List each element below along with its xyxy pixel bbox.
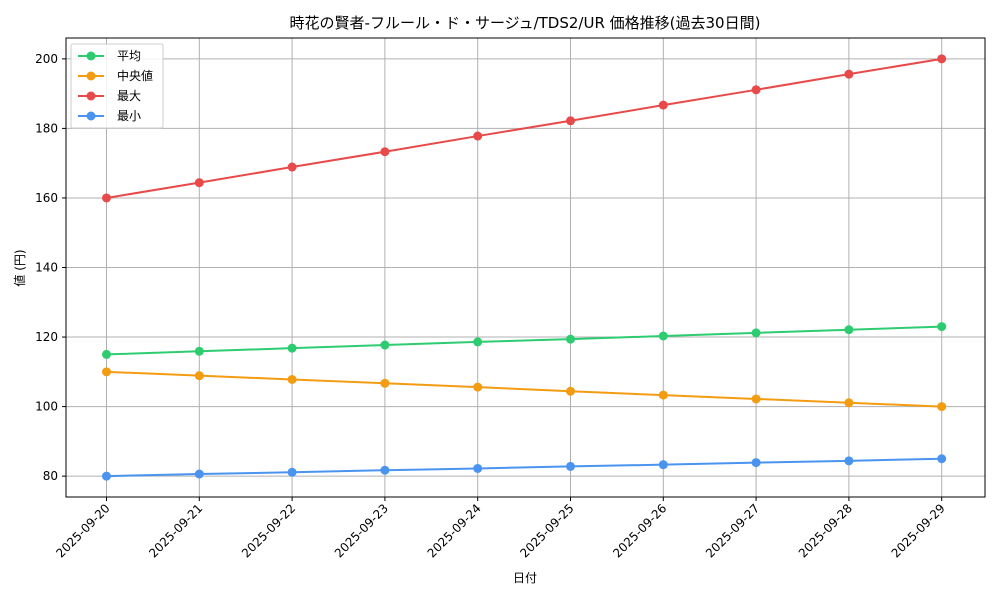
x-tick-label: 2025-09-24 xyxy=(425,501,484,560)
y-tick-label: 140 xyxy=(35,261,58,275)
data-point xyxy=(844,325,854,335)
x-tick-label: 2025-09-26 xyxy=(610,501,669,560)
data-point xyxy=(658,390,668,400)
data-point xyxy=(658,460,668,470)
data-point xyxy=(658,100,668,110)
data-point xyxy=(937,454,947,464)
x-axis-ticks: 2025-09-20 2025-09-21 2025-09-22 2025-09-23… xyxy=(53,497,948,560)
data-point xyxy=(844,398,854,408)
data-point xyxy=(566,116,575,126)
y-tick-label: 200 xyxy=(35,52,58,66)
data-point xyxy=(287,467,297,477)
chart-title: 時花の賢者-フルール・ド・サージュ/TDS2/UR 価格推移(過去30日間) xyxy=(290,14,761,32)
data-point xyxy=(380,465,390,475)
series-1 xyxy=(102,367,947,412)
data-point xyxy=(658,331,668,341)
data-point xyxy=(102,193,111,203)
y-axis-label: 値 (円) xyxy=(12,249,27,286)
y-axis-ticks: 80 100 120 140 160 180 200 xyxy=(35,52,66,483)
x-tick-label: 2025-09-20 xyxy=(53,501,112,560)
data-point xyxy=(380,147,390,157)
series-3 xyxy=(102,454,947,481)
legend-marker xyxy=(86,71,96,81)
y-tick-label: 160 xyxy=(35,191,58,205)
series-2 xyxy=(102,54,947,203)
legend-label: 中央値 xyxy=(117,68,153,83)
data-point xyxy=(751,328,761,338)
series-line xyxy=(106,370,942,408)
data-point xyxy=(102,367,111,377)
legend-box xyxy=(70,43,164,129)
x-tick-label: 2025-09-29 xyxy=(889,501,948,560)
x-tick-label: 2025-09-25 xyxy=(517,501,576,560)
data-point xyxy=(751,394,761,404)
data-point xyxy=(473,131,483,141)
data-point xyxy=(380,340,390,350)
data-point xyxy=(102,349,111,359)
data-point xyxy=(566,334,575,344)
data-point xyxy=(473,463,483,473)
x-tick-label: 2025-09-28 xyxy=(796,501,855,560)
data-point xyxy=(844,69,854,79)
legend-marker xyxy=(86,111,96,121)
y-tick-label: 80 xyxy=(43,469,58,483)
series-0 xyxy=(102,322,947,359)
y-tick-label: 100 xyxy=(35,400,58,414)
data-point xyxy=(751,458,761,468)
y-tick-label: 180 xyxy=(35,121,58,135)
data-point xyxy=(194,178,204,188)
data-point xyxy=(937,322,947,332)
x-axis-label: 日付 xyxy=(513,571,537,585)
series-line xyxy=(106,457,942,478)
data-point xyxy=(380,378,390,388)
series-line xyxy=(106,325,942,356)
data-point xyxy=(194,469,204,479)
data-point xyxy=(287,162,297,172)
data-point xyxy=(566,461,575,471)
legend-label: 最小 xyxy=(117,109,141,123)
y-tick-label: 120 xyxy=(35,330,58,344)
x-tick-label: 2025-09-21 xyxy=(146,501,205,560)
data-point xyxy=(194,346,204,356)
x-tick-label: 2025-09-22 xyxy=(239,501,298,560)
legend-label: 平均 xyxy=(117,49,141,63)
data-point xyxy=(287,374,297,384)
data-point xyxy=(566,386,575,396)
grid-lines xyxy=(66,38,985,497)
legend-label: 最大 xyxy=(117,89,141,103)
data-point xyxy=(751,85,761,95)
x-tick-label: 2025-09-23 xyxy=(332,501,391,560)
data-point xyxy=(937,402,947,412)
data-point xyxy=(194,371,204,381)
series-line xyxy=(106,57,942,199)
data-point xyxy=(844,456,854,466)
data-point xyxy=(473,337,483,347)
data-point xyxy=(473,382,483,392)
data-point xyxy=(287,343,297,353)
x-tick-label: 2025-09-27 xyxy=(703,501,762,560)
data-point xyxy=(937,54,947,64)
series-lines xyxy=(102,54,947,481)
legend-marker xyxy=(86,51,96,61)
legend-marker xyxy=(86,91,96,101)
data-point xyxy=(102,471,111,481)
